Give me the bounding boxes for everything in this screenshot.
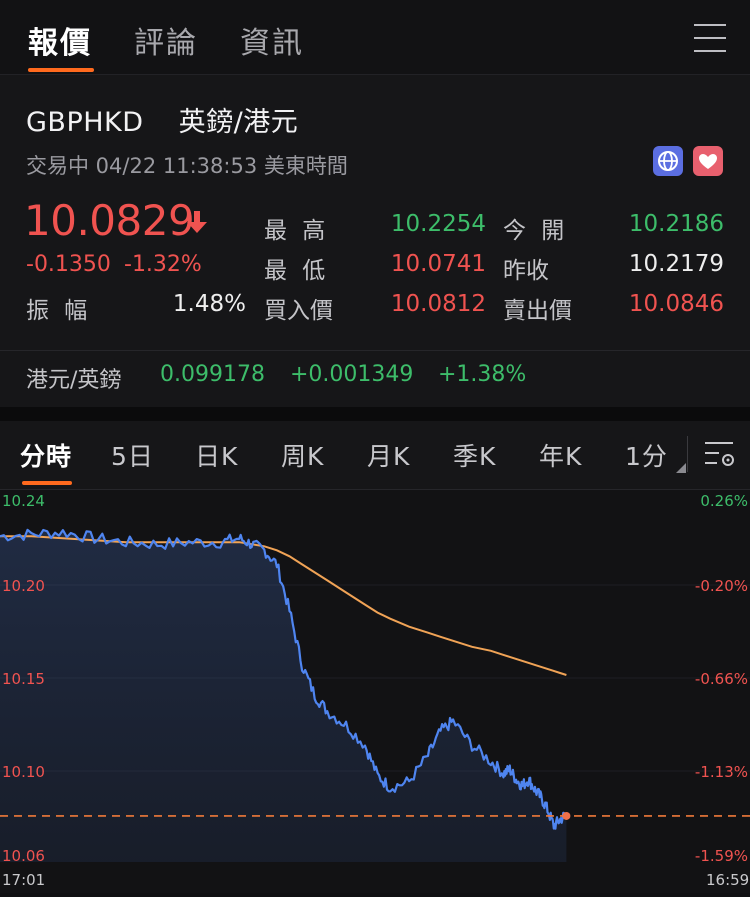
x-axis-start: 17:01: [2, 871, 46, 889]
y-axis-label-bottom: 10.06: [2, 847, 45, 865]
bid-label: 買入價: [264, 298, 333, 324]
active-chart-tab-indicator: [22, 481, 72, 485]
y-axis-pct-bottom: -1.59%: [694, 847, 748, 865]
bid-value: 10.0812: [390, 291, 486, 317]
chart-tab-yearly[interactable]: 年K: [539, 442, 583, 471]
y-axis-label: 10.20: [2, 577, 45, 595]
chart-tab-daily[interactable]: 日K: [195, 442, 239, 471]
y-axis-pct: -0.20%: [694, 577, 748, 595]
favorite-heart-icon[interactable]: [693, 146, 723, 176]
last-price: 10.0829: [24, 196, 195, 245]
chart-tab-quarterly[interactable]: 季K: [453, 442, 497, 471]
y-axis-label-top: 10.24: [2, 492, 45, 510]
prev-close-value: 10.2179: [628, 251, 724, 277]
low-label: 最 低: [264, 258, 330, 284]
amplitude-label: 振 幅: [26, 298, 92, 324]
open-value: 10.2186: [628, 211, 724, 237]
chart-tab-bar: [0, 421, 750, 490]
tab-separator: [687, 436, 688, 472]
symbol-header: GBPHKD 英鎊/港元: [26, 100, 298, 139]
tab-comments[interactable]: 評論: [134, 26, 198, 61]
high-value: 10.2254: [390, 211, 486, 237]
current-price-marker: [562, 811, 571, 820]
chart-settings-icon[interactable]: [703, 438, 737, 470]
symbol-name: 英鎊/港元: [178, 107, 299, 138]
top-tab-bar: [0, 0, 750, 75]
globe-icon[interactable]: [653, 146, 683, 176]
down-arrow-icon: [186, 209, 208, 235]
chart-tab-1min[interactable]: 1分: [625, 442, 668, 471]
chart-tab-intraday[interactable]: 分時: [20, 442, 73, 471]
symbol-code: GBPHKD: [26, 107, 144, 138]
chart-tab-monthly[interactable]: 月K: [367, 442, 411, 471]
cross-rate-label: 港元/英鎊: [26, 368, 122, 393]
price-change-percent: -1.32%: [124, 252, 202, 277]
prev-close-label: 昨收: [503, 258, 549, 284]
amplitude-value: 1.48%: [172, 291, 246, 317]
cross-rate-change: +0.001349: [290, 362, 414, 387]
dropdown-corner-icon: [676, 463, 686, 473]
quote-panel: [0, 75, 750, 407]
price-change: -0.1350: [26, 252, 111, 277]
y-axis-label: 10.10: [2, 763, 45, 781]
x-axis-end: 16:59: [706, 871, 750, 889]
y-axis-pct: -1.13%: [694, 763, 748, 781]
cross-rate-change-percent: +1.38%: [438, 362, 527, 387]
y-axis-label: 10.15: [2, 670, 45, 688]
active-tab-indicator: [28, 68, 94, 72]
trading-status: 交易中 04/22 11:38:53 美東時間: [26, 154, 348, 178]
tab-news[interactable]: 資訊: [240, 26, 304, 61]
tab-quote[interactable]: 報價: [28, 26, 92, 61]
intraday-chart[interactable]: 10.24 10.20 10.15 10.10 10.06 0.26% -0.2…: [0, 490, 750, 893]
y-axis-pct-top: 0.26%: [700, 492, 748, 510]
ask-value: 10.0846: [628, 291, 724, 317]
chart-canvas: [0, 528, 750, 862]
menu-icon[interactable]: [694, 24, 726, 52]
high-label: 最 高: [264, 218, 330, 244]
price-line: [0, 528, 567, 830]
section-gap: [0, 407, 750, 421]
ask-label: 賣出價: [503, 298, 572, 324]
y-axis-pct: -0.66%: [694, 670, 748, 688]
low-value: 10.0741: [390, 251, 486, 277]
cross-rate-price: 0.099178: [160, 362, 265, 387]
divider: [0, 350, 750, 351]
chart-tab-5day[interactable]: 5日: [111, 442, 154, 471]
open-label: 今 開: [503, 218, 569, 244]
price-area: [0, 529, 567, 862]
chart-tab-weekly[interactable]: 周K: [281, 442, 325, 471]
